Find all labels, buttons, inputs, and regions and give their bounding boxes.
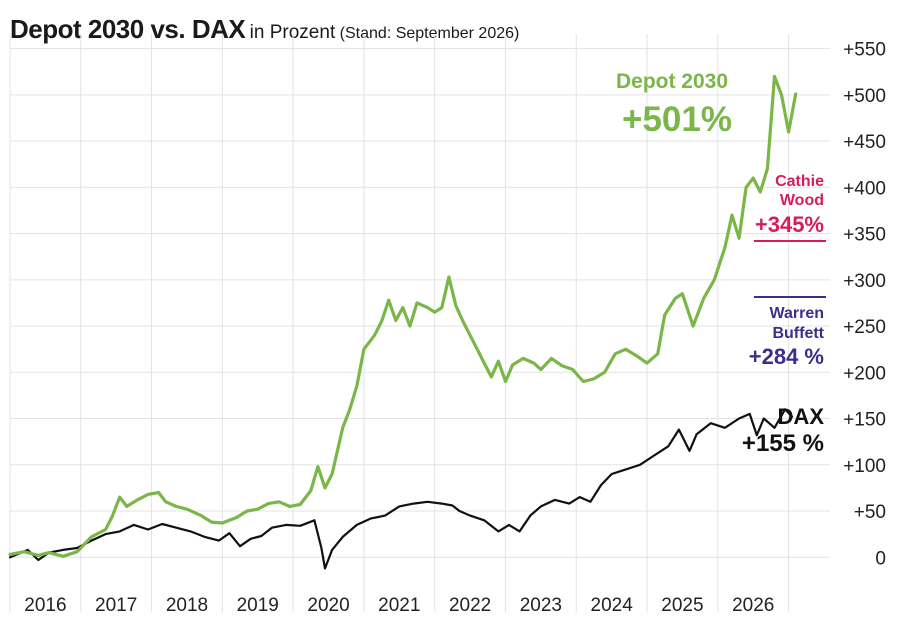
y-tick-label: +350: [843, 225, 886, 246]
cathie-label: Cathie Wood +345%: [754, 173, 826, 242]
x-tick-label: 2022: [449, 595, 491, 616]
x-tick-label: 2020: [307, 595, 349, 616]
x-axis-ticks: 2016 2017 2018 2019 2020 2021 2022 2023 2024 2025…: [24, 595, 774, 616]
x-tick-label: 2018: [166, 595, 208, 616]
chart-title: Depot 2030 vs. DAX in Prozent (Stand: Se…: [10, 14, 519, 45]
dax-label-name: DAX: [778, 404, 825, 429]
y-tick-label: +150: [843, 410, 886, 431]
x-tick-label: 2024: [591, 595, 634, 616]
title-note: (Stand: September 2026): [339, 25, 520, 42]
buffett-label: Warren Buffett +284 %: [749, 296, 826, 369]
x-tick-label: 2019: [237, 595, 279, 616]
y-tick-label: +250: [843, 317, 886, 338]
x-tick-label: 2017: [95, 595, 137, 616]
x-tick-label: 2021: [378, 595, 420, 616]
y-axis-ticks: 0 +50 +100 +150 +200 +250 +300 +350 +400 +450 +500…: [843, 40, 886, 570]
x-tick-label: 2023: [520, 595, 562, 616]
depot-label-value: +501%: [622, 100, 732, 139]
x-tick-label: 2016: [24, 595, 66, 616]
cathie-label-line1: Cathie: [775, 173, 824, 190]
grid: [9, 34, 830, 612]
series-line-dax: [8, 408, 794, 570]
depot-label-name: Depot 2030: [616, 70, 728, 93]
y-tick-label: 0: [875, 548, 886, 569]
series-line-depot-2030: [8, 74, 798, 558]
depot-label: Depot 2030 +501%: [616, 70, 732, 139]
y-tick-label: +200: [843, 363, 886, 384]
buffett-label-line1: Warren: [769, 305, 824, 322]
cathie-label-line2: Wood: [780, 192, 824, 209]
dax-label-value: +155 %: [742, 430, 824, 457]
y-tick-label: +100: [843, 456, 886, 477]
y-tick-label: +300: [843, 271, 886, 292]
y-tick-label: +50: [854, 502, 886, 523]
x-tick-label: 2025: [661, 595, 703, 616]
y-tick-label: +400: [843, 178, 886, 199]
y-tick-label: +500: [843, 86, 886, 107]
dax-label: DAX +155 %: [742, 404, 824, 457]
title-subtitle: in Prozent: [249, 22, 336, 43]
buffett-label-line2: Buffett: [772, 325, 824, 342]
cathie-label-value: +345%: [755, 212, 824, 237]
y-tick-label: +550: [843, 40, 886, 61]
series-lines: [8, 74, 798, 570]
y-tick-label: +450: [843, 132, 886, 153]
buffett-label-value: +284 %: [749, 344, 824, 369]
title-main: Depot 2030 vs. DAX: [10, 14, 246, 44]
x-tick-label: 2026: [732, 595, 774, 616]
